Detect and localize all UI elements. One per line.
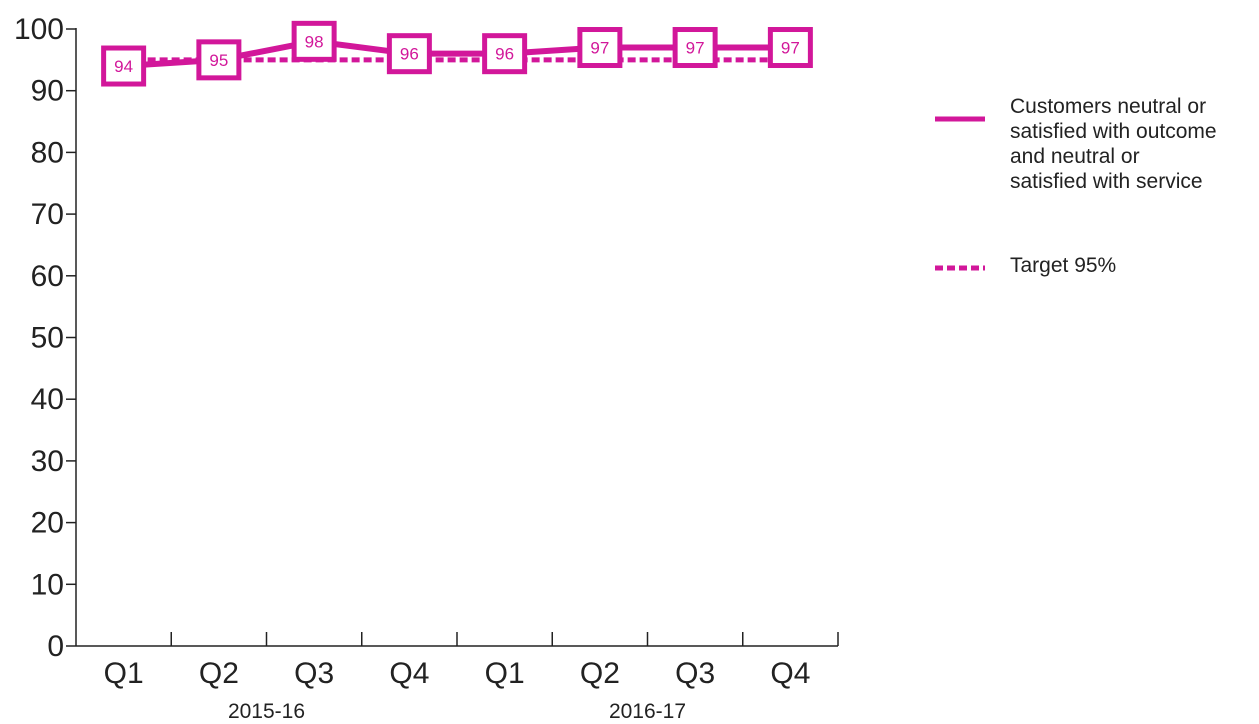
x-tick-label: Q3 xyxy=(294,657,334,690)
y-tick-label: 10 xyxy=(31,568,64,601)
year-group-label: 2016-17 xyxy=(609,700,686,723)
legend-label-line: Customers neutral or xyxy=(1010,95,1206,118)
data-label: 96 xyxy=(400,45,419,64)
data-point-marker xyxy=(767,27,813,69)
y-tick-label: 40 xyxy=(31,383,64,416)
data-label: 97 xyxy=(590,39,609,58)
year-group-label: 2015-16 xyxy=(228,700,305,723)
y-tick-label: 0 xyxy=(47,630,64,663)
legend-label-line: satisfied with service xyxy=(1010,170,1203,193)
y-axis: 0 10 20 30 40 50 60 70 80 90 100 xyxy=(14,13,77,663)
x-tick-label: Q1 xyxy=(485,657,525,690)
x-tick-label: Q2 xyxy=(580,657,620,690)
y-tick-label: 30 xyxy=(31,445,64,478)
x-tick-label: Q4 xyxy=(770,657,810,690)
data-label: 97 xyxy=(781,39,800,58)
data-label: 98 xyxy=(305,32,324,51)
data-point-marker xyxy=(291,20,337,62)
series-layer: 94 95 98 96 96 97 97 97 xyxy=(101,20,813,87)
y-tick-label: 60 xyxy=(31,260,64,293)
x-tick-label: Q4 xyxy=(389,657,429,690)
data-point-marker xyxy=(577,27,623,69)
data-label: 97 xyxy=(686,39,705,58)
data-label: 94 xyxy=(114,57,133,76)
y-tick-label: 70 xyxy=(31,198,64,231)
x-tick-label: Q1 xyxy=(104,657,144,690)
legend-label-line: satisfied with outcome xyxy=(1010,120,1217,143)
x-tick-label: Q2 xyxy=(199,657,239,690)
legend-label-satisfaction: Customers neutral or satisfied with outco… xyxy=(1010,95,1217,193)
data-point-marker xyxy=(482,33,528,75)
data-point-marker xyxy=(386,33,432,75)
x-tick-label: Q3 xyxy=(675,657,715,690)
data-label: 95 xyxy=(209,51,228,70)
legend: Customers neutral or satisfied with outco… xyxy=(935,95,1217,277)
x-axis: Q1 Q2 Q3 Q4 Q1 Q2 Q3 Q4 2015-16 2016-17 xyxy=(76,632,839,723)
legend-label-target: Target 95% xyxy=(1010,254,1116,277)
y-tick-label: 90 xyxy=(31,75,64,108)
y-tick-label: 50 xyxy=(31,322,64,355)
y-tick-label: 20 xyxy=(31,507,64,540)
y-tick-label: 100 xyxy=(14,13,64,46)
y-tick-label: 80 xyxy=(31,136,64,169)
legend-label-line: and neutral or xyxy=(1010,145,1140,168)
data-label: 96 xyxy=(495,45,514,64)
data-point-marker xyxy=(101,45,147,87)
data-point-marker xyxy=(672,27,718,69)
data-point-marker xyxy=(196,39,242,81)
